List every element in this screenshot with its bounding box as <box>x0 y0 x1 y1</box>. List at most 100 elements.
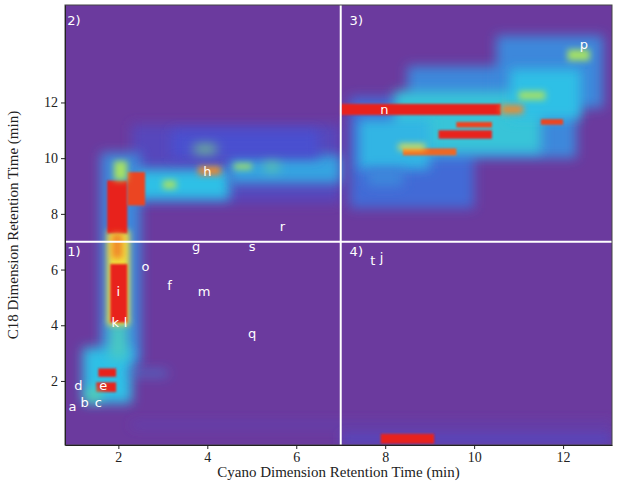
y-tick: 2 <box>51 374 65 389</box>
heatmap-cell <box>399 144 426 150</box>
peak-label: n <box>380 102 388 117</box>
peak-label: t <box>370 253 375 268</box>
peak-label: r <box>280 219 286 234</box>
peak-label: b <box>80 395 88 410</box>
heatmap-cell <box>456 122 492 128</box>
x-tick-mark <box>474 445 475 449</box>
x-tick: 6 <box>293 445 300 465</box>
x-tick-mark <box>118 445 119 449</box>
peak-label: h <box>203 164 211 179</box>
heatmap-cell <box>501 105 523 113</box>
heatmap-cell <box>107 231 129 326</box>
x-axis-title: Cyano Dimension Retention Time (min) <box>217 464 460 481</box>
x-tick: 2 <box>115 445 122 465</box>
x-tick: 10 <box>468 445 482 465</box>
heatmap-cell <box>359 119 430 169</box>
heatmap-cell <box>127 172 145 205</box>
y-tick-mark <box>61 270 65 271</box>
y-tick-mark <box>61 214 65 215</box>
peak-label: o <box>142 259 150 274</box>
peak-label: e <box>99 378 107 393</box>
x-tick-mark <box>296 445 297 449</box>
peak-label: f <box>167 278 172 293</box>
y-tick: 12 <box>44 95 65 110</box>
heatmap-cell <box>519 91 546 99</box>
x-tick-mark <box>207 445 208 449</box>
chart-svg: 2 4 6 8 10 12 2 4 6 8 10 12 Cyano Dimension Retentio… <box>0 0 624 483</box>
heatmap-cell <box>132 423 612 427</box>
heatmap-cell <box>265 164 278 170</box>
heatmap-cell <box>127 371 167 375</box>
heatmap-cell <box>163 180 176 188</box>
x-tick-mark <box>385 445 386 449</box>
peak-label: c <box>95 395 102 410</box>
heatmap-cell <box>194 146 216 153</box>
y-tick-label: 10 <box>44 151 58 166</box>
chart-root: 2 4 6 8 10 12 2 4 6 8 10 12 Cyano Dimension Retentio… <box>0 0 624 483</box>
y-tick-mark <box>61 158 65 159</box>
x-tick-label: 4 <box>204 450 211 465</box>
peak-label: j <box>379 250 384 265</box>
heatmap-cell <box>172 130 319 158</box>
y-tick-mark <box>61 381 65 382</box>
heatmap-cell <box>541 119 563 125</box>
y-tick-label: 12 <box>44 95 58 110</box>
heatmap-cell <box>341 104 501 115</box>
peak-label: 2) <box>67 13 80 28</box>
peak-label: l <box>124 315 128 330</box>
plot-area <box>65 5 612 445</box>
x-tick-label: 8 <box>382 450 389 465</box>
y-tick-mark <box>61 325 65 326</box>
plot-frame <box>65 5 612 445</box>
peak-label: p <box>580 37 588 52</box>
peak-label: a <box>69 399 77 414</box>
y-axis: 2 4 6 8 10 12 <box>44 6 66 446</box>
heatmap-cell <box>107 180 127 233</box>
peak-label: 4) <box>350 244 363 259</box>
y-tick-label: 6 <box>51 263 58 278</box>
divider-line-vertical <box>340 5 342 445</box>
peak-label: 3) <box>350 13 363 28</box>
heatmap-cell <box>367 169 403 186</box>
heatmap-cell <box>98 368 116 376</box>
x-tick: 4 <box>204 445 211 465</box>
y-tick-mark <box>61 102 65 103</box>
y-tick: 8 <box>51 207 65 222</box>
x-tick-label: 10 <box>468 450 482 465</box>
y-axis-line <box>65 6 66 446</box>
x-tick: 8 <box>382 445 389 465</box>
peak-label: d <box>74 378 82 393</box>
y-tick-label: 8 <box>51 207 58 222</box>
x-tick: 12 <box>557 445 571 465</box>
heatmap-cell <box>110 264 127 322</box>
peak-label: g <box>192 239 200 254</box>
x-tick-label: 2 <box>115 450 122 465</box>
heatmap-background <box>65 5 612 445</box>
heatmap-cell <box>112 233 123 258</box>
heatmap-cell <box>439 130 492 138</box>
peak-label: 1) <box>67 244 80 259</box>
peak-label: s <box>249 239 256 254</box>
heatmap-cell <box>230 155 341 183</box>
heatmap-cell <box>381 434 434 444</box>
x-tick-label: 6 <box>293 450 300 465</box>
x-axis: 2 4 6 8 10 12 <box>66 445 613 465</box>
y-tick-label: 4 <box>51 318 58 333</box>
peak-label: i <box>117 284 121 299</box>
heatmap-cell <box>132 125 341 203</box>
y-tick-label: 2 <box>51 374 58 389</box>
heatmap-cell <box>114 161 127 180</box>
x-tick-label: 12 <box>557 450 571 465</box>
x-tick-mark <box>563 445 564 449</box>
y-axis-title: C18 Dimension Retention Time (min) <box>5 111 22 339</box>
heatmap-cell <box>234 164 252 170</box>
peak-label: q <box>248 326 256 341</box>
peak-label: m <box>198 284 211 299</box>
y-tick: 4 <box>51 318 65 333</box>
y-tick: 10 <box>44 151 65 166</box>
y-tick: 6 <box>51 263 65 278</box>
divider-line-horizontal <box>65 241 612 243</box>
peak-label: k <box>111 315 119 330</box>
x-axis-line <box>66 445 613 446</box>
annotations: 1) 2) 3) 4) abcd e kl i o f m q g s r h n p tj <box>67 13 588 414</box>
